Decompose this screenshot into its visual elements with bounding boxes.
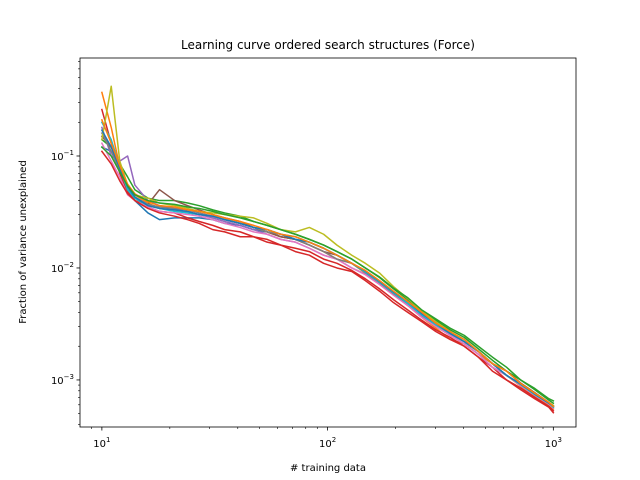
series-line-13: [100, 146, 555, 402]
plot-area: [80, 58, 576, 427]
series-line-14: [100, 150, 555, 414]
x-tick-label: 101: [93, 436, 110, 450]
x-tick-label: 102: [319, 436, 336, 450]
x-tick-label: 103: [545, 436, 562, 450]
y-tick-label: 10−1: [51, 149, 74, 163]
series-layer: [100, 85, 555, 414]
chart-title: Learning curve ordered search structures…: [181, 38, 475, 52]
y-tick-label: 10−2: [51, 261, 74, 275]
x-axis-label: # training data: [290, 463, 366, 474]
series-line-7: [100, 142, 555, 410]
y-axis-label: Fraction of variance unexplained: [18, 160, 29, 324]
y-tick-label: 10−3: [51, 373, 74, 387]
series-line-12: [100, 118, 555, 408]
tick-layer: 101 102 103 10−3 10−2 10−1: [51, 61, 562, 450]
